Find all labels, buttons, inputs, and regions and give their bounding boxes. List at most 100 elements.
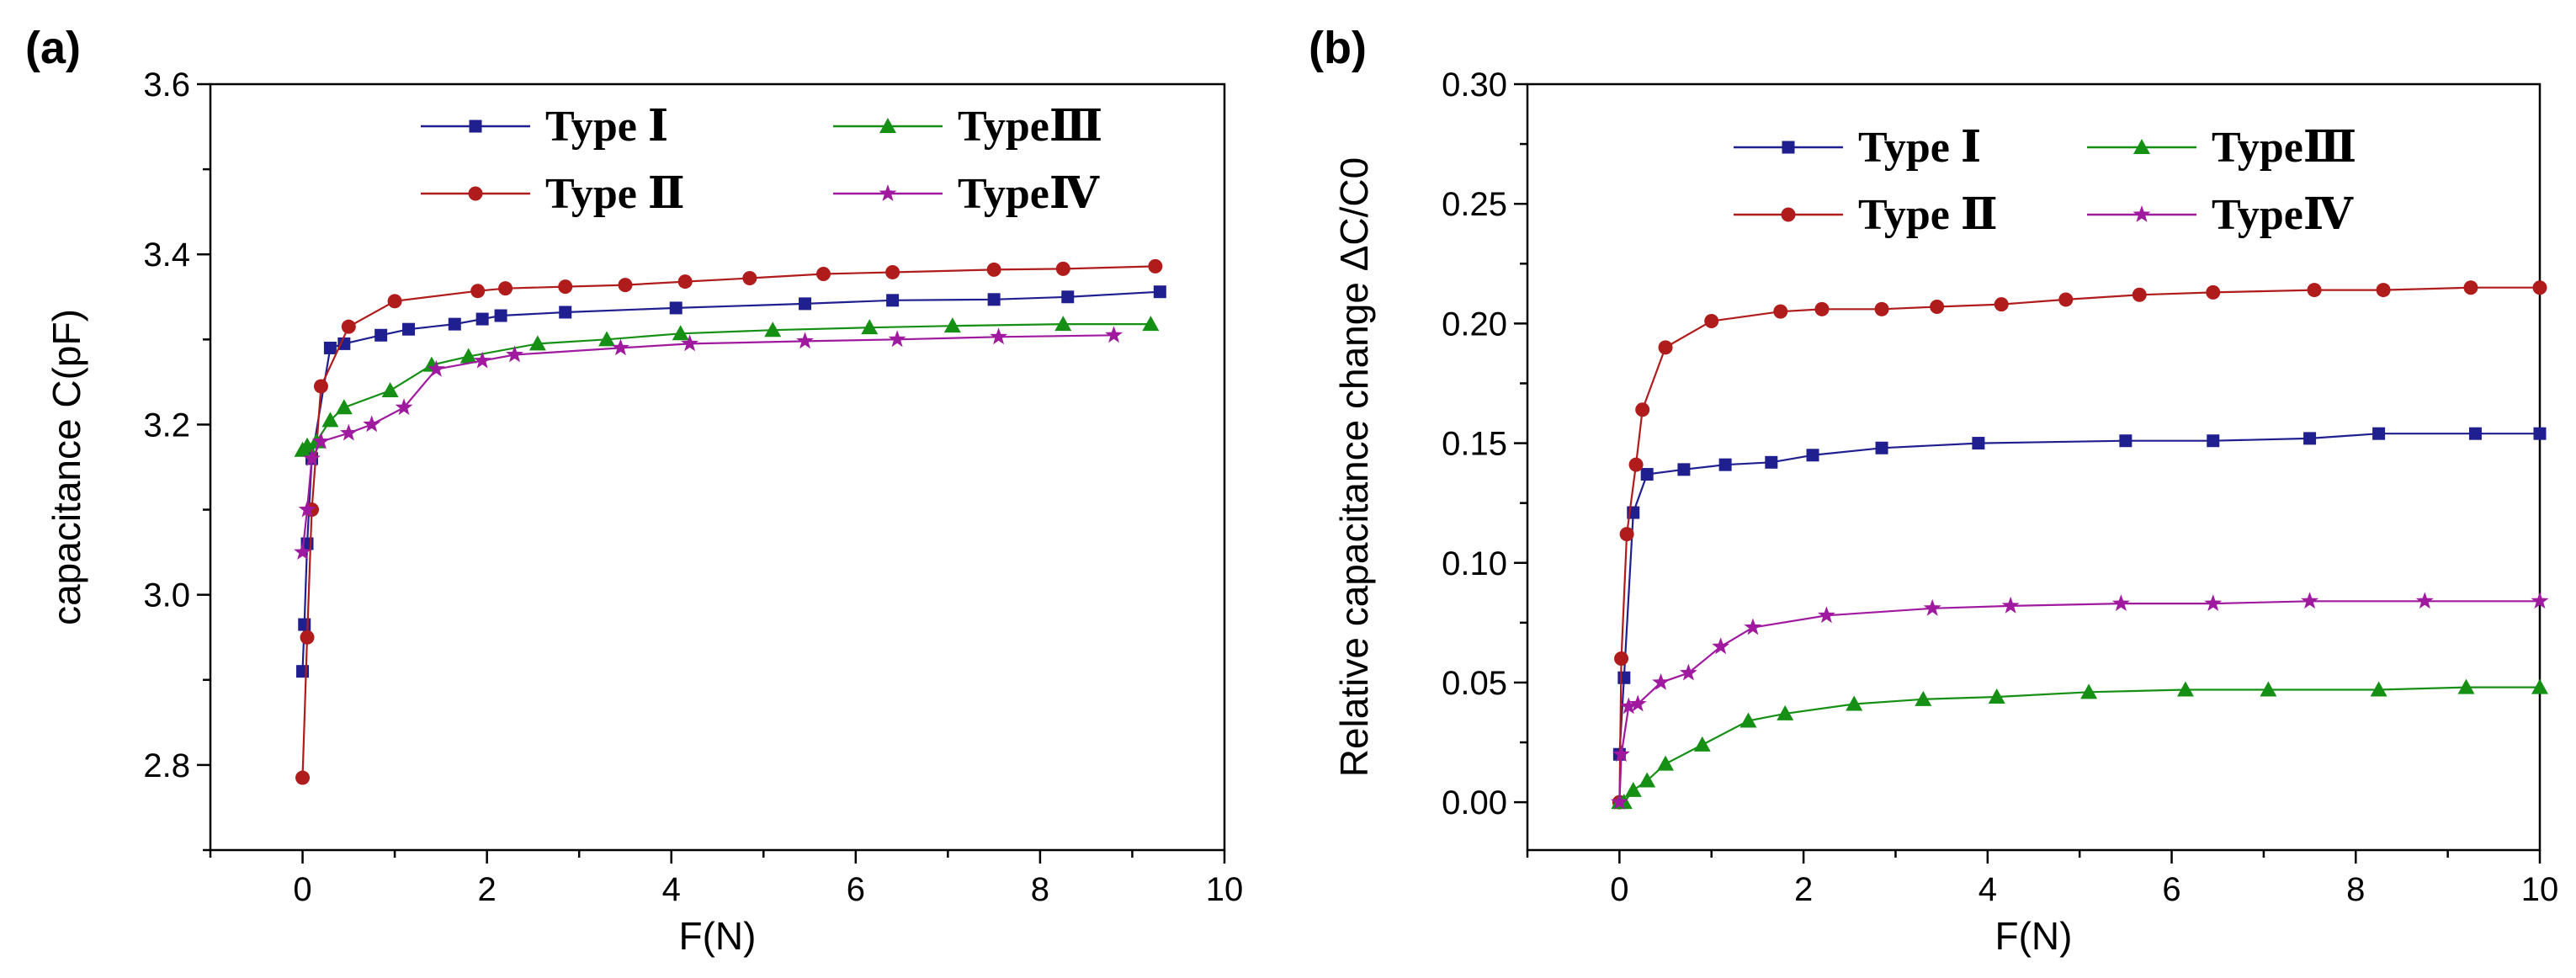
legend-label: TypeⅢ: [2212, 124, 2356, 172]
data-point: [295, 770, 311, 785]
data-point: [2532, 280, 2547, 295]
series-square: [296, 285, 1166, 678]
data-point: [986, 262, 1001, 277]
data-point: [1806, 449, 1819, 462]
data-point: [427, 359, 445, 377]
data-point: [1874, 301, 1889, 316]
data-point: [2307, 283, 2322, 298]
data-point: [303, 449, 321, 466]
y-tick-label: 0.20: [1442, 306, 1507, 343]
data-point: [506, 345, 523, 363]
y-tick-label: 0.10: [1442, 545, 1507, 582]
data-point: [1994, 297, 2009, 312]
data-point: [2370, 681, 2387, 697]
data-point: [799, 297, 812, 311]
series-triangle: [1611, 678, 2548, 810]
data-point: [299, 437, 316, 453]
data-point: [1612, 745, 1630, 763]
data-point: [1744, 618, 1762, 635]
series-line: [301, 290, 1161, 672]
legend-marker: [468, 186, 483, 201]
data-point: [885, 264, 900, 279]
data-point: [672, 325, 689, 341]
x-tick-label: 8: [2346, 871, 2365, 908]
data-point: [1777, 704, 1794, 720]
legend-label: TypeⅣ: [2212, 191, 2354, 239]
data-point: [494, 309, 507, 322]
data-point: [681, 334, 699, 352]
data-point: [764, 322, 782, 338]
data-point: [2206, 284, 2221, 300]
legend-marker: [1781, 207, 1796, 222]
legend-marker: [2133, 205, 2151, 222]
y-axis-title: Relative capacitance change ΔC/C0: [1332, 157, 1376, 777]
data-point: [815, 266, 831, 281]
legend-label: Type Ⅰ: [1858, 124, 1981, 172]
data-point: [1930, 299, 1945, 314]
panel-label: (b): [1309, 23, 1367, 73]
series-line: [1618, 286, 2540, 803]
data-point: [337, 337, 351, 350]
data-point: [1639, 772, 1656, 788]
data-point: [2463, 280, 2478, 295]
data-point: [341, 319, 356, 334]
data-point: [1055, 261, 1070, 276]
series-line: [301, 323, 1151, 451]
x-tick-label: 4: [662, 871, 681, 908]
y-tick-label: 0.30: [1442, 66, 1507, 104]
legend-marker: [469, 120, 482, 133]
data-point: [2001, 596, 2020, 614]
y-tick-label: 3.0: [143, 577, 190, 614]
data-point: [2119, 434, 2133, 448]
y-tick-label: 0.00: [1442, 784, 1507, 821]
series-line: [301, 334, 1114, 553]
y-tick-label: 0.25: [1442, 186, 1507, 223]
data-point: [1915, 690, 1932, 706]
y-tick-label: 3.2: [143, 407, 190, 444]
data-point: [2111, 594, 2130, 611]
data-point: [1619, 697, 1638, 715]
legend-marker: [879, 118, 896, 133]
data-point: [987, 293, 1001, 306]
data-point: [618, 278, 633, 293]
legend-label: Type Ⅱ: [1858, 191, 1998, 239]
data-point: [886, 294, 900, 307]
data-point: [1635, 402, 1650, 417]
data-point: [2415, 592, 2434, 609]
data-point: [1704, 314, 1719, 329]
data-point: [294, 543, 311, 560]
data-point: [943, 317, 961, 333]
series-triangle: [294, 316, 1160, 457]
data-point: [1814, 301, 1830, 316]
data-point: [1972, 437, 1985, 450]
data-point: [888, 330, 906, 348]
data-point: [2372, 427, 2386, 440]
legend-label: Type Ⅱ: [545, 170, 685, 218]
series-line: [1619, 686, 2540, 804]
data-point: [1142, 316, 1160, 332]
x-tick-label: 6: [2162, 871, 2180, 908]
data-point: [1846, 695, 1863, 711]
panel-label: (a): [25, 23, 81, 73]
data-point: [1658, 340, 1673, 355]
data-point: [1617, 671, 1631, 684]
y-tick-label: 3.6: [143, 66, 190, 104]
x-axis-title: F(N): [1995, 914, 2073, 958]
legend-marker: [2133, 139, 2150, 154]
data-point: [1105, 326, 1123, 343]
data-point: [2301, 592, 2319, 609]
data-point: [402, 322, 416, 336]
data-point: [1875, 441, 1888, 454]
data-point: [298, 500, 316, 518]
data-point: [395, 398, 413, 416]
data-point: [470, 284, 486, 299]
data-point: [1923, 598, 1941, 616]
data-point: [1988, 688, 2005, 704]
y-tick-label: 0.05: [1442, 665, 1507, 702]
x-tick-label: 0: [293, 871, 311, 908]
series-star: [294, 326, 1123, 560]
data-point: [335, 399, 353, 415]
data-point: [498, 281, 513, 296]
data-point: [669, 301, 683, 315]
series-circle: [295, 258, 1163, 785]
